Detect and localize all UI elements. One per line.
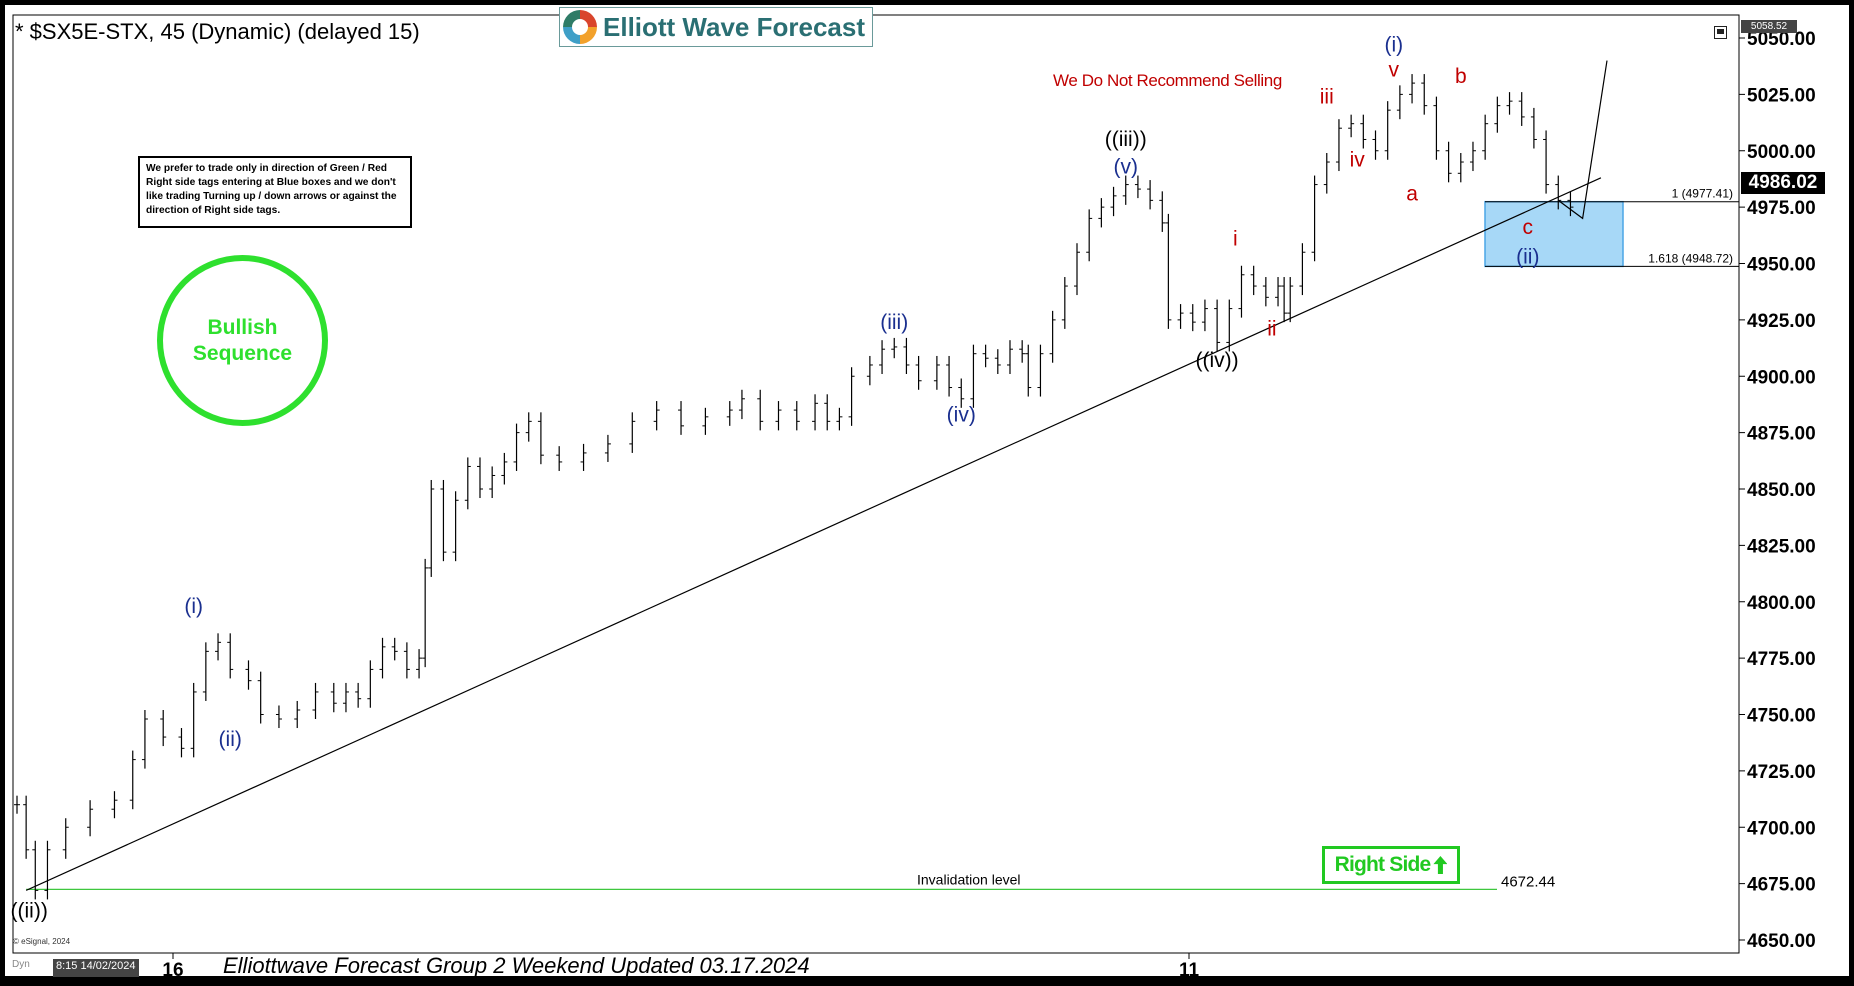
y-tick-label: 4675.00 <box>1747 875 1816 896</box>
wave-label: iv <box>1350 149 1366 172</box>
wave-label: (ii) <box>1516 246 1539 269</box>
y-tick-label: 4950.00 <box>1747 255 1816 276</box>
y-tick-label: 4975.00 <box>1747 198 1816 219</box>
trading-note-box: We prefer to trade only in direction of … <box>138 156 412 228</box>
fib-bottom-label: 1.618 (4948.72) <box>1648 251 1733 265</box>
fib-top-label: 1 (4977.41) <box>1672 187 1733 201</box>
y-tick-label: 4875.00 <box>1747 424 1816 445</box>
top-price-tag: 5058.52 <box>1741 20 1797 33</box>
wave-label: ((iv)) <box>1196 349 1239 372</box>
wave-label: (ii) <box>219 728 242 751</box>
wave-label: ((ii)) <box>11 899 48 922</box>
wave-label: b <box>1455 65 1467 88</box>
copyright: © eSignal, 2024 <box>13 937 71 946</box>
wave-label: ii <box>1267 318 1276 341</box>
wave-label: c <box>1523 216 1534 239</box>
invalidation-value: 4672.44 <box>1501 873 1555 890</box>
wave-label: (i) <box>184 595 203 618</box>
y-tick-label: 5050.00 <box>1747 29 1816 50</box>
x-tick-label: 16 <box>162 960 183 981</box>
no-sell-warning: We Do Not Recommend Selling <box>1053 71 1282 90</box>
right-side-tag: Right Side <box>1322 846 1460 884</box>
window-maximize-icon[interactable] <box>1714 26 1727 39</box>
wave-label: iii <box>1320 85 1334 108</box>
y-tick-label: 4900.00 <box>1747 367 1816 388</box>
bullish-sequence-badge: Bullish Sequence <box>157 255 328 426</box>
wave-label: i <box>1233 227 1238 250</box>
logo-text: Elliott Wave Forecast <box>603 11 865 42</box>
bullish-sequence-label: Bullish Sequence <box>192 315 293 365</box>
y-tick-label: 4725.00 <box>1747 762 1816 783</box>
y-tick-label: 4650.00 <box>1747 931 1816 952</box>
wave-label: ((iii)) <box>1105 128 1147 151</box>
trend-line <box>25 177 1602 891</box>
y-tick-label: 4925.00 <box>1747 311 1816 332</box>
invalidation-label: Invalidation level <box>917 871 1021 887</box>
last-price-tag: 4986.02 <box>1741 172 1825 194</box>
target-blue-box <box>1484 200 1624 268</box>
price-series <box>14 74 1574 900</box>
wave-label: v <box>1389 58 1400 81</box>
x-tick-label: 11 <box>1179 960 1200 981</box>
wave-label: (iv) <box>947 403 976 426</box>
y-tick-label: 4825.00 <box>1747 536 1816 557</box>
logo-icon <box>563 10 597 44</box>
y-tick-label: 5025.00 <box>1747 85 1816 106</box>
price-chart[interactable]: 4650.00 4675.00 4700.00 4725.00 4750.00 4775.… <box>5 5 1854 986</box>
wave-label: (i) <box>1384 34 1403 57</box>
up-arrow-icon <box>1433 856 1448 874</box>
right-side-label: Right Side <box>1334 853 1432 876</box>
y-tick-label: 4800.00 <box>1747 593 1816 614</box>
y-tick-label: 4750.00 <box>1747 706 1816 727</box>
dyn-label: Dyn <box>12 959 30 970</box>
y-tick-label: 4850.00 <box>1747 480 1816 501</box>
update-caption: Elliottwave Forecast Group 2 Weekend Upd… <box>223 953 810 978</box>
y-tick-label: 5000.00 <box>1747 142 1816 163</box>
wave-label: (v) <box>1113 155 1138 178</box>
y-tick-label: 4700.00 <box>1747 818 1816 839</box>
wave-label: a <box>1406 182 1418 205</box>
y-tick-label: 4775.00 <box>1747 649 1816 670</box>
wave-label: (iii) <box>880 311 908 334</box>
symbol-title: * $SX5E-STX, 45 (Dynamic) (delayed 15) <box>15 19 420 44</box>
projection-path <box>1557 60 1608 220</box>
brand-logo: Elliott Wave Forecast <box>559 7 873 47</box>
datetime-badge: 8:15 14/02/2024 <box>53 959 139 977</box>
